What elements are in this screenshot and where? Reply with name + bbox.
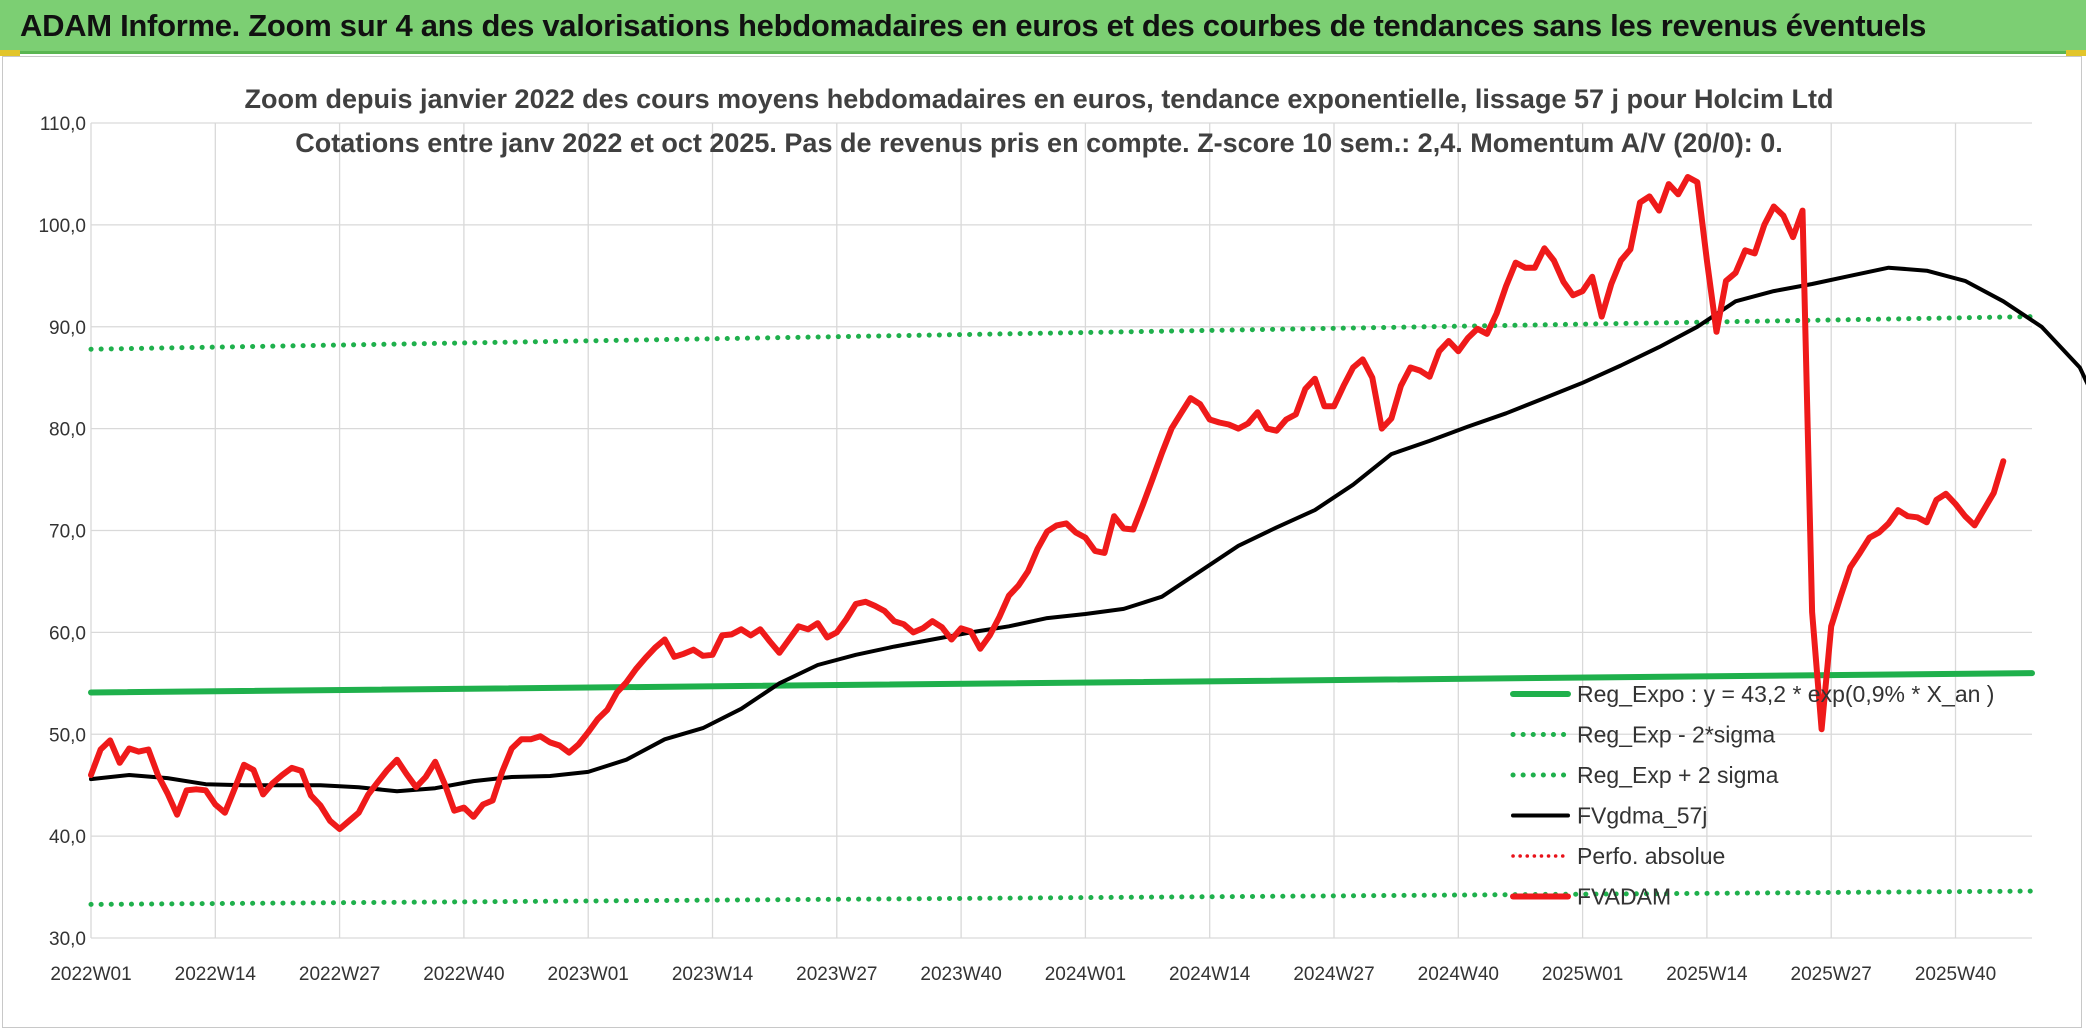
chart-grid bbox=[90, 122, 2032, 939]
legend-label: Reg_Expo : y = 43,2 * exp(0,9% * X_an ) bbox=[1577, 681, 1994, 707]
y-tick-label: 40,0 bbox=[49, 827, 86, 848]
chart-border bbox=[2, 56, 2082, 1028]
x-axis-ticks: 2022W01 2022W14 2022W27 2022W40 2023W01 2023W… bbox=[50, 964, 1996, 985]
y-tick-label: 110,0 bbox=[40, 114, 86, 135]
x-tick-label: 2025W14 bbox=[1666, 964, 1748, 985]
x-tick-label: 2022W40 bbox=[423, 964, 504, 985]
x-tick-label: 2023W14 bbox=[672, 964, 754, 985]
x-tick-label: 2025W01 bbox=[1542, 964, 1623, 985]
legend-label: FVADAM bbox=[1577, 884, 1671, 910]
legend-entry: Reg_Exp + 2 sigma bbox=[1510, 762, 1779, 788]
chart-title-line-1: Zoom depuis janvier 2022 des cours moyen… bbox=[245, 84, 1834, 114]
legend-entry: FVADAM bbox=[1510, 884, 1671, 910]
legend-entry: Reg_Exp - 2*sigma bbox=[1510, 722, 1775, 748]
chart-series bbox=[88, 174, 2086, 907]
x-tick-label: 2024W27 bbox=[1293, 964, 1374, 985]
y-tick-label: 30,0 bbox=[49, 929, 86, 950]
y-axis-ticks: 30,0 40,0 50,0 60,0 70,0 80,0 90,0 100,0 110,0 bbox=[38, 114, 86, 950]
x-tick-label: 2022W01 bbox=[50, 964, 131, 985]
legend-entry: Perfo. absolue bbox=[1511, 843, 1725, 869]
x-tick-label: 2025W40 bbox=[1915, 964, 1996, 985]
chart-legend: Reg_Expo : y = 43,2 * exp(0,9% * X_an ) R… bbox=[1510, 681, 1994, 910]
series-fvadam bbox=[88, 174, 2007, 832]
x-tick-label: 2023W27 bbox=[796, 964, 877, 985]
y-tick-label: 70,0 bbox=[49, 522, 86, 543]
x-tick-label: 2024W01 bbox=[1045, 964, 1126, 985]
series-reg-expo bbox=[88, 670, 2035, 696]
legend-label: Perfo. absolue bbox=[1577, 843, 1725, 869]
chart-title: Zoom depuis janvier 2022 des cours moyen… bbox=[245, 84, 1834, 158]
legend-entry: Reg_Expo : y = 43,2 * exp(0,9% * X_an ) bbox=[1510, 681, 1994, 707]
banner-title: ADAM Informe. Zoom sur 4 ans des valoris… bbox=[20, 8, 1927, 43]
series-fvgdma-57j bbox=[89, 265, 2086, 794]
x-tick-label: 2024W14 bbox=[1169, 964, 1251, 985]
x-tick-label: 2023W40 bbox=[920, 964, 1001, 985]
x-tick-label: 2022W14 bbox=[175, 964, 257, 985]
banner: ADAM Informe. Zoom sur 4 ans des valoris… bbox=[0, 0, 2086, 54]
banner-accent-left bbox=[0, 50, 20, 56]
x-tick-label: 2023W01 bbox=[548, 964, 629, 985]
y-tick-label: 90,0 bbox=[49, 318, 86, 339]
legend-label: FVgdma_57j bbox=[1577, 803, 1707, 829]
chart-title-line-2: Cotations entre janv 2022 et oct 2025. P… bbox=[295, 128, 1783, 158]
x-tick-label: 2022W27 bbox=[299, 964, 380, 985]
banner-accent-right bbox=[2066, 50, 2086, 56]
y-tick-label: 100,0 bbox=[38, 216, 86, 237]
y-tick-label: 60,0 bbox=[49, 623, 86, 644]
series-reg-exp-plus-2-sigma bbox=[88, 314, 2035, 352]
y-tick-label: 80,0 bbox=[49, 420, 86, 441]
legend-entry: FVgdma_57j bbox=[1511, 803, 1707, 829]
x-tick-label: 2024W40 bbox=[1418, 964, 1499, 985]
series-reg-exp-minus-2-sigma bbox=[88, 888, 2035, 907]
legend-label: Reg_Exp - 2*sigma bbox=[1577, 722, 1775, 748]
x-tick-label: 2025W27 bbox=[1791, 964, 1872, 985]
y-tick-label: 50,0 bbox=[49, 725, 86, 746]
legend-label: Reg_Exp + 2 sigma bbox=[1577, 762, 1779, 788]
